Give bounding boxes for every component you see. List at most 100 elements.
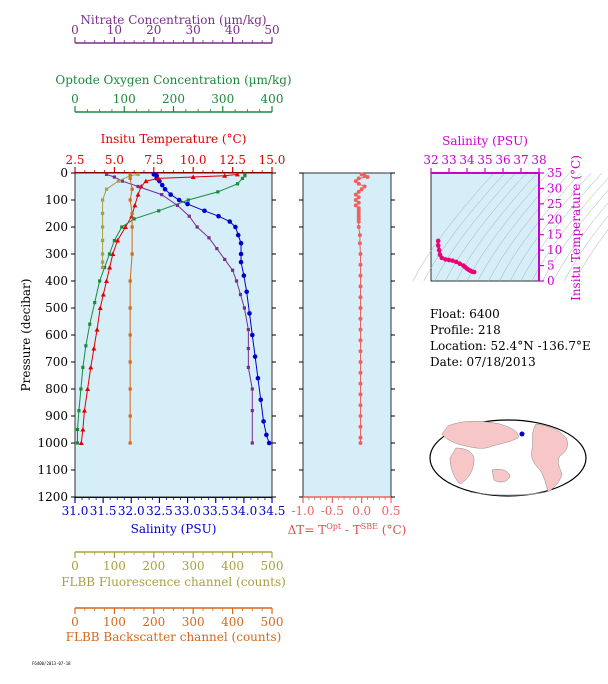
oxygen-point [75,427,80,432]
delta-t-point [356,189,361,194]
temperature-point [222,173,228,178]
temperature-point [94,327,100,332]
temperature-point [80,427,86,432]
ts-y-tick-label: 30 [547,181,562,195]
salinity-point [250,332,255,338]
salinity-point [238,251,244,257]
oxygen-tick-label: 200 [162,92,185,106]
salinity-tick-label: 33.0 [174,504,201,518]
oxygen-tick-label: 400 [261,92,284,106]
map-land-americas [531,423,568,493]
salinity-tick-label: 32.5 [146,504,173,518]
oxygen-tick-label: 0 [71,92,79,106]
oxygen-point [79,387,83,391]
delta-t-point [365,175,370,180]
nitrate-point [120,179,124,183]
fluorescence-tick-label: 200 [142,559,165,573]
location: Location: 52.4°N -136.7°E [430,339,591,353]
delta-t-point [358,403,363,408]
backscatter-tick-label: 100 [103,615,126,629]
delta-t-point [358,370,363,375]
nitrate-point [250,441,254,445]
nitrate-axis-label: Nitrate Concentration (µm/kg) [80,13,266,27]
backscatter-tick-label: 300 [182,615,205,629]
salinity-point [162,186,168,192]
nitrate-point [215,247,219,251]
oxygen-point [102,265,107,270]
ts-series [435,238,477,275]
backscatter-point [128,333,132,337]
ts-y-tick-label: 15 [547,228,562,242]
ts-point [435,238,441,244]
delta-t-point [356,225,361,229]
world-map [429,419,587,497]
oxygen-axis: 0 100 200 300 400 Optode Oxygen Concentration… [55,73,292,113]
delta-t-point [357,241,362,246]
backscatter-point [130,187,134,191]
nitrate-point [250,387,254,391]
temperature-point [115,238,121,243]
isopycnal-line [553,202,608,282]
delta-t-tick-label: 0.5 [381,504,400,518]
salinity-point [185,201,190,207]
temperature-axis: 2.5 5.0 7.5 10.0 12.5 15.0 Insitu Temperature … [65,132,285,174]
delta-t-point [358,349,363,354]
salinity-point [238,240,244,246]
delta-t-point [358,381,363,386]
fluorescence-point [100,238,105,243]
ts-point [436,247,442,253]
ts-x-tick-label: 34 [459,153,475,167]
isopycnal-line [509,172,592,282]
delta-t-point [357,233,362,238]
fluorescence-point [100,211,105,216]
ts-y-tick-label: 5 [547,259,555,273]
fluorescence-tick-label: 0 [71,559,79,573]
fluorescence-tick-label: 400 [221,559,244,573]
nitrate-point [136,184,140,189]
delta-t-axes: -1.0 -0.5 0.0 0.5 [291,172,401,518]
salinity-point [264,432,269,438]
nitrate-point [238,292,243,297]
date: Date: 07/18/2013 [430,355,536,369]
delta-t-point [358,273,363,278]
pressure-tick-label: 700 [45,355,68,369]
float-info: Float: 6400 Profile: 218 Location: 52.4°… [430,306,591,370]
oxygen-point [81,365,85,369]
oxygen-point [112,238,116,243]
ts-y-tick-label: 20 [547,212,562,226]
temperature-point [156,175,162,181]
temperature-point [135,192,141,197]
pressure-tick-label: 500 [45,301,68,315]
delta-t-point [359,187,364,192]
temperature-point [190,174,196,180]
backscatter-tick-label: 200 [142,615,165,629]
isopycnal-line [563,215,608,282]
temperature-tick-label: 10.0 [180,153,207,167]
oxygen-point [240,176,245,180]
delta-t-point [356,195,361,200]
delta-t-point [358,435,363,440]
isopycnal-line [531,177,608,282]
salinity-tick-label: 34.5 [259,504,286,518]
isopycnal-line [488,172,570,282]
fluorescence-series [100,172,140,270]
ts-point [446,257,452,263]
nitrate-tick-label: 50 [264,23,279,37]
oxygen-axis-label: Optode Oxygen Concentration (µm/kg) [55,73,291,87]
backscatter-point [128,414,132,418]
salinity-point [247,311,252,316]
delta-t-series [353,172,370,445]
fluorescence-point [100,265,105,270]
backscatter-point [128,198,132,202]
fluorescence-point [100,252,105,256]
nitrate-point [195,225,199,229]
oxygen-point [216,190,220,194]
nitrate-tick-label: 10 [107,23,122,37]
delta-t-point [358,284,363,289]
oxygen-point [157,209,161,213]
delta-t-point [353,203,358,208]
salinity-point [227,219,233,224]
oxygen-point [120,225,124,229]
isopycnal-line [445,172,527,282]
delta-t-point [353,198,358,202]
